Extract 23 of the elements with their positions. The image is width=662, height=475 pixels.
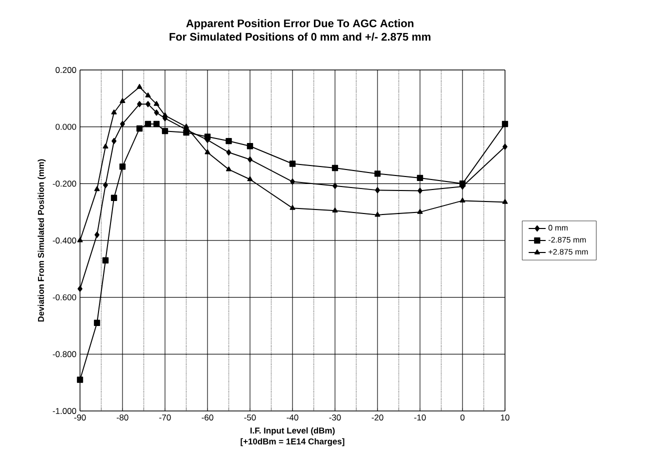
text: [+10dBm = 1E14 Charges] [240, 438, 344, 446]
x-tick-label: -10 [414, 414, 426, 420]
x-tick-label: -90 [74, 414, 86, 420]
chart-subtitle: For Simulated Positions of 0 mm and +/- 2.875 mm [170, 32, 430, 41]
x-tick-label: -30 [329, 414, 341, 420]
y-tick-label: -0.400 [52, 237, 76, 244]
x-axis-title: I.F. Input Level (dBm) [250, 427, 335, 436]
y-tick-label: -1.000 [52, 408, 76, 414]
x-tick-label: -50 [244, 414, 256, 420]
y-tick-label: -0.800 [52, 351, 76, 358]
x-tick-label: -70 [159, 414, 171, 420]
y-tick-label: -0.600 [52, 294, 76, 300]
y-tick-label: -0.200 [52, 180, 76, 187]
x-tick-label: -40 [286, 414, 298, 420]
x-tick-label: -60 [202, 414, 214, 420]
x-tick-label: -80 [116, 414, 128, 420]
x-tick-label: 0 [460, 414, 465, 420]
y-tick-label: 0.200 [56, 66, 76, 73]
x-tick-label: -20 [372, 414, 384, 420]
x-tick-label: 10 [500, 414, 510, 420]
y-axis-title: Deviation From Simulated Position (mm) [38, 159, 46, 322]
y-tick-label: 0.000 [56, 124, 76, 130]
chart-title: Apparent Position Error Due To AGC Action [186, 19, 414, 30]
